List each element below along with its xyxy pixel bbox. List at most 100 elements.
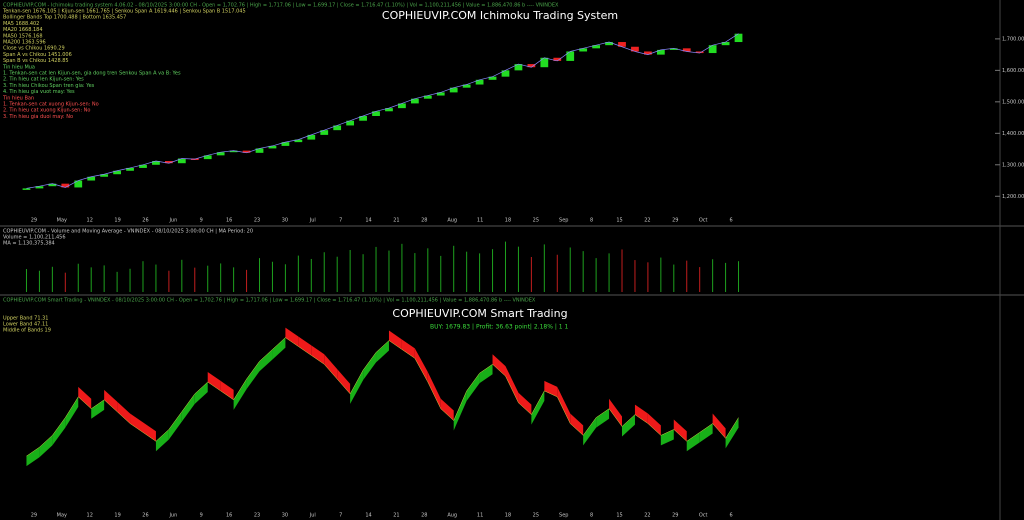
trend-segment — [518, 392, 532, 415]
x-tick-label: Aug — [447, 513, 457, 519]
candle — [553, 57, 562, 61]
trend-segment — [401, 339, 415, 359]
trend-segment — [712, 413, 726, 439]
candle — [566, 51, 575, 61]
candle — [165, 161, 173, 164]
trend-segment — [466, 373, 480, 401]
trend-segment — [544, 380, 558, 397]
candle — [22, 188, 31, 190]
x-tick-label: Jul — [309, 218, 316, 224]
volume-bar — [38, 270, 40, 292]
info-line: Bollinger Bands Top 1700.488 | Bottom 16… — [3, 15, 126, 21]
x-tick-label: 15 — [616, 218, 622, 224]
volume-bar — [246, 269, 248, 292]
candle — [87, 176, 96, 181]
trend-segment — [285, 327, 299, 347]
x-tick-label: 23 — [254, 218, 260, 224]
x-tick-label: 12 — [87, 218, 93, 224]
candle — [372, 111, 380, 116]
info-line: MA50 1576.168 — [3, 33, 43, 39]
candle — [592, 45, 600, 49]
x-tick-label: 22 — [644, 513, 650, 519]
volume-bar — [259, 258, 261, 292]
legend-item: Upper Band 71.31 — [3, 316, 48, 322]
trend-segment — [686, 432, 700, 452]
volume-bar — [25, 269, 27, 292]
trend-segment — [492, 354, 506, 377]
trend-segment — [440, 398, 454, 421]
candle — [656, 49, 665, 55]
volume-bar — [582, 251, 584, 292]
volume-bar — [388, 250, 390, 292]
x-tick-label: 9 — [200, 218, 203, 224]
trend-segment — [673, 419, 687, 442]
info-line: 2. Tin hieu cat xuong Kijun-sen: No — [3, 108, 90, 114]
candle — [514, 64, 523, 71]
candle — [333, 125, 342, 131]
pane-title: COPHIEUVIP.COM Smart Trading — [392, 307, 567, 320]
candle — [35, 186, 44, 189]
trend-segment — [505, 366, 519, 403]
trend-line — [26, 337, 739, 457]
pane-title: COPHIEUVIP.COM Ichimoku Trading System — [382, 9, 618, 22]
y-tick-label: 1,500.00 — [1002, 99, 1024, 105]
volume-bar — [401, 243, 403, 292]
x-tick-label: 9 — [200, 513, 203, 519]
volume-bar — [608, 253, 610, 292]
volume-bar — [453, 245, 455, 292]
x-tick-label: 26 — [142, 218, 148, 224]
x-tick-label: Aug — [447, 218, 457, 224]
trend-segment — [117, 401, 131, 424]
x-tick-label: 11 — [477, 218, 483, 224]
x-tick-label: 29 — [672, 218, 678, 224]
volume-bar — [569, 247, 571, 292]
volume-bar — [129, 268, 131, 292]
x-tick-label: 8 — [590, 218, 593, 224]
candle — [359, 116, 367, 121]
candle — [540, 57, 549, 68]
candle — [307, 134, 316, 140]
y-tick-label: 1,400.00 — [1002, 131, 1024, 137]
trend-segment — [363, 352, 377, 381]
trend-segment — [39, 435, 53, 458]
candle — [139, 164, 147, 168]
volume-bar — [194, 267, 196, 292]
volume-bar — [375, 246, 377, 292]
status-line: BUY: 1679.83 | Profit: 36.63 point| 2.18… — [430, 324, 568, 331]
candle — [579, 48, 588, 52]
trend-segment — [324, 354, 338, 380]
trend-segment — [194, 382, 208, 404]
x-tick-label: 6 — [729, 218, 732, 224]
info-line: MA200 1363.596 — [3, 40, 46, 46]
info-line: 3. Tin hieu Chikou Span tren gia: Yes — [3, 83, 95, 89]
x-tick-label: Oct — [699, 513, 708, 519]
trend-segment — [52, 417, 66, 446]
pane-header: COPHIEUVIP.COM - Ichimoku trading system… — [3, 3, 559, 9]
volume-bar — [207, 265, 209, 292]
volume-bar — [297, 255, 299, 292]
info-line: Tenkan-sen 1676.105 | Kijun-sen 1661.765… — [2, 9, 246, 15]
candle — [475, 79, 484, 85]
x-tick-label: 6 — [729, 513, 732, 519]
candle — [229, 150, 238, 153]
volume-bar — [504, 241, 506, 292]
trend-segment — [350, 370, 364, 404]
x-tick-label: Sep — [559, 513, 568, 519]
trend-segment — [207, 372, 221, 391]
volume-bar — [414, 253, 416, 292]
x-tick-label: 18 — [505, 513, 511, 519]
x-tick-label: 25 — [533, 218, 539, 224]
candle — [721, 42, 730, 46]
info-line: Tin hieu Mua — [2, 64, 35, 70]
x-tick-label: 8 — [590, 513, 593, 519]
trend-segment — [596, 408, 610, 428]
volume-bar — [725, 262, 727, 292]
volume-bar — [479, 253, 481, 292]
trend-segment — [26, 447, 40, 467]
x-tick-label: May — [57, 513, 67, 519]
candle — [281, 142, 290, 146]
candle — [436, 92, 445, 96]
trend-segment — [142, 422, 156, 442]
trend-segment — [104, 389, 118, 412]
volume-bar — [103, 265, 105, 292]
